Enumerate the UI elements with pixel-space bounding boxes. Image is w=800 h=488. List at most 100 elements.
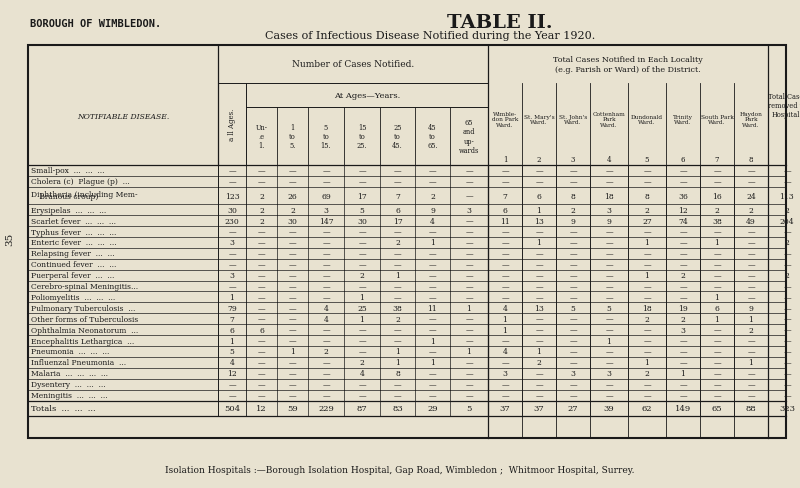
Text: —: — xyxy=(501,178,509,186)
Text: 9: 9 xyxy=(570,217,575,225)
Text: —: — xyxy=(679,293,687,301)
Text: —: — xyxy=(394,167,402,175)
Text: 25: 25 xyxy=(357,304,367,312)
Text: 2: 2 xyxy=(537,156,542,163)
Text: —: — xyxy=(465,293,473,301)
Text: 229: 229 xyxy=(318,405,334,412)
Text: —: — xyxy=(258,337,266,345)
Text: 12: 12 xyxy=(256,405,267,412)
Text: 37: 37 xyxy=(534,405,544,412)
Text: Poliomyelitis  ...  ...  ...: Poliomyelitis ... ... ... xyxy=(31,293,115,301)
Text: —: — xyxy=(605,167,613,175)
Text: 8: 8 xyxy=(395,369,400,378)
Text: 13: 13 xyxy=(534,304,544,312)
Text: —: — xyxy=(783,369,791,378)
Text: —: — xyxy=(569,359,577,366)
Text: —: — xyxy=(535,381,543,388)
Text: 2: 2 xyxy=(749,206,754,214)
Text: 1: 1 xyxy=(714,239,719,247)
Text: —: — xyxy=(679,337,687,345)
Text: Total Cases
removed to
Hospital.: Total Cases removed to Hospital. xyxy=(768,93,800,119)
Text: 3: 3 xyxy=(570,369,575,378)
Text: 7: 7 xyxy=(230,315,234,323)
Text: —: — xyxy=(569,315,577,323)
Text: Trinity
Ward.: Trinity Ward. xyxy=(673,114,693,125)
Text: —: — xyxy=(643,283,651,290)
Text: 12: 12 xyxy=(678,206,688,214)
Text: —: — xyxy=(322,167,330,175)
Text: —: — xyxy=(783,250,791,258)
Text: —: — xyxy=(465,315,473,323)
Text: 27: 27 xyxy=(642,217,652,225)
Text: 30: 30 xyxy=(357,217,367,225)
Text: 35: 35 xyxy=(6,232,14,245)
Text: 62: 62 xyxy=(642,405,652,412)
Text: 7: 7 xyxy=(502,192,507,200)
Text: —: — xyxy=(322,369,330,378)
Text: Erysipelas  ...  ...  ...: Erysipelas ... ... ... xyxy=(31,206,106,214)
Text: —: — xyxy=(783,167,791,175)
Text: —: — xyxy=(465,272,473,280)
Text: —: — xyxy=(643,326,651,334)
Text: —: — xyxy=(465,359,473,366)
Text: —: — xyxy=(465,217,473,225)
Text: 6: 6 xyxy=(714,304,719,312)
Text: Pneumonia  ...  ...  ...: Pneumonia ... ... ... xyxy=(31,348,110,356)
Text: 5: 5 xyxy=(570,304,575,312)
Text: 4: 4 xyxy=(323,304,329,312)
Text: —: — xyxy=(394,391,402,399)
Text: 2: 2 xyxy=(430,192,435,200)
Text: 1: 1 xyxy=(606,337,611,345)
Text: 45
to
65.: 45 to 65. xyxy=(427,123,438,150)
Text: —: — xyxy=(747,167,755,175)
Text: 19: 19 xyxy=(678,304,688,312)
Text: Dundonald
Ward.: Dundonald Ward. xyxy=(631,114,663,125)
Text: —: — xyxy=(747,272,755,280)
Text: —: — xyxy=(535,337,543,345)
Text: —: — xyxy=(322,326,330,334)
Text: 17: 17 xyxy=(393,217,402,225)
Text: 88: 88 xyxy=(746,405,756,412)
Text: 30: 30 xyxy=(227,206,237,214)
Text: —: — xyxy=(535,261,543,269)
Text: 1: 1 xyxy=(681,369,686,378)
Text: —: — xyxy=(679,239,687,247)
Text: —: — xyxy=(394,283,402,290)
Text: 2: 2 xyxy=(681,315,686,323)
Text: 2: 2 xyxy=(537,359,542,366)
Text: 69: 69 xyxy=(321,192,331,200)
Text: Puerperal fever  ...  ...: Puerperal fever ... ... xyxy=(31,272,114,280)
Text: 1: 1 xyxy=(395,348,400,356)
Text: —: — xyxy=(679,381,687,388)
Text: —: — xyxy=(228,167,236,175)
Text: —: — xyxy=(501,228,509,236)
Text: —: — xyxy=(358,239,366,247)
Text: 3: 3 xyxy=(606,369,611,378)
Text: 5: 5 xyxy=(359,206,365,214)
Text: —: — xyxy=(679,250,687,258)
Text: —: — xyxy=(643,337,651,345)
Text: St. John's
Ward.: St. John's Ward. xyxy=(559,114,587,125)
Text: —: — xyxy=(429,167,436,175)
Text: 39: 39 xyxy=(604,405,614,412)
Text: 11: 11 xyxy=(500,217,510,225)
Text: —: — xyxy=(465,283,473,290)
Text: 1: 1 xyxy=(645,359,650,366)
Text: —: — xyxy=(747,348,755,356)
Text: —: — xyxy=(783,337,791,345)
Text: 9: 9 xyxy=(749,304,754,312)
Text: 1: 1 xyxy=(502,156,507,163)
Text: —: — xyxy=(289,283,296,290)
Text: —: — xyxy=(713,250,721,258)
Text: —: — xyxy=(501,261,509,269)
Text: 6: 6 xyxy=(259,326,264,334)
Text: —: — xyxy=(258,293,266,301)
Text: 2: 2 xyxy=(290,206,295,214)
Text: 1: 1 xyxy=(714,293,719,301)
Text: 2: 2 xyxy=(714,206,719,214)
Text: —: — xyxy=(713,261,721,269)
Text: —: — xyxy=(747,250,755,258)
Text: 1: 1 xyxy=(537,206,542,214)
Text: —: — xyxy=(289,326,296,334)
Text: 8: 8 xyxy=(570,192,575,200)
